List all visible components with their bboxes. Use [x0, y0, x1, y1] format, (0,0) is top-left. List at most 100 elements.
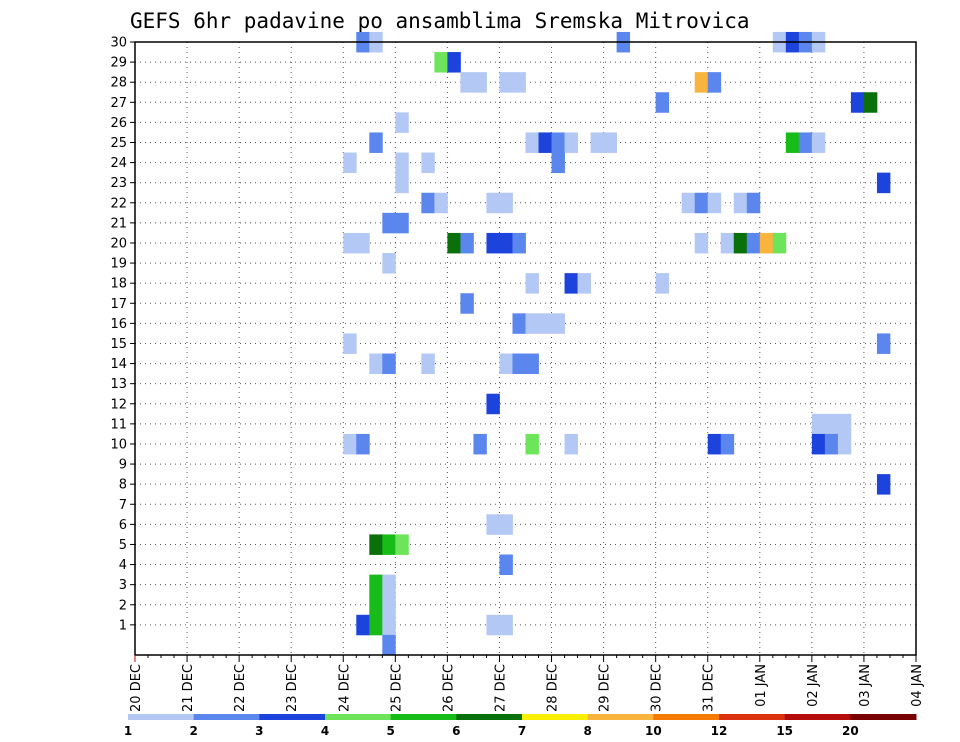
colorbar-segment [456, 714, 523, 720]
colorbar-segment [193, 714, 260, 720]
precip-cell [382, 594, 396, 616]
precip-cell [499, 72, 513, 93]
precip-cell [382, 574, 396, 596]
precip-cell [343, 433, 357, 455]
precip-cell [447, 52, 461, 73]
colorbar-segment [784, 714, 851, 720]
precip-cell [733, 192, 748, 214]
colorbar-segment [850, 714, 917, 720]
x-tick-label: 03 JAN [858, 664, 873, 707]
precip-cell [525, 433, 539, 455]
precip-cell [525, 132, 539, 153]
heatmap-cells [343, 31, 891, 656]
precip-cell [395, 212, 409, 234]
precip-cell [525, 273, 539, 294]
precip-cell [369, 594, 383, 616]
x-tick-label: 24 DEC [337, 664, 352, 712]
y-tick-label: 20 [110, 236, 127, 251]
precip-cell [473, 433, 487, 455]
precip-cell [486, 614, 500, 636]
precip-cell [525, 313, 539, 334]
precip-cell [655, 273, 670, 294]
precip-cell [681, 192, 696, 214]
precip-cell [512, 313, 526, 334]
colorbar-segment [522, 714, 589, 720]
precip-cell [564, 433, 578, 455]
colorbar-label: 1 [124, 724, 132, 738]
precip-cell [434, 52, 448, 73]
colorbar-label: 5 [386, 724, 394, 738]
colorbar-label: 15 [776, 724, 793, 738]
colorbar-label: 10 [645, 724, 662, 738]
precip-cell [798, 132, 813, 153]
precip-cell [876, 172, 891, 194]
x-axis: 20 DEC 21 DEC 22 DEC 23 DEC 24 DEC 25 DEC 26 D… [129, 655, 925, 712]
precip-cell [824, 413, 839, 435]
precip-cell [499, 514, 513, 535]
colorbar-label: 2 [189, 724, 197, 738]
colorbar-segment [128, 714, 195, 720]
precip-cell [720, 232, 735, 254]
precip-cell [577, 273, 591, 294]
precip-cell [837, 433, 852, 455]
precip-cell [720, 433, 735, 455]
y-tick-label: 9 [119, 458, 127, 473]
y-tick-label: 4 [119, 558, 127, 573]
precip-cell [525, 353, 539, 375]
y-tick-label: 28 [110, 76, 127, 91]
x-tick-label: 28 DEC [546, 664, 561, 712]
y-tick-label: 30 [110, 36, 127, 51]
precip-cell [811, 413, 826, 435]
precip-cell [382, 353, 396, 375]
precip-cell [863, 92, 878, 113]
precip-cell [421, 353, 435, 375]
colorbar-label: 8 [583, 724, 591, 738]
precip-cell [382, 534, 396, 555]
x-tick-label: 25 DEC [389, 664, 404, 712]
y-tick-label: 23 [110, 176, 127, 191]
precip-cell [382, 253, 396, 274]
precip-cell [538, 313, 552, 334]
precip-cell [824, 433, 839, 455]
colorbar-segment [719, 714, 786, 720]
colorbar-label: 3 [255, 724, 263, 738]
precip-cell [369, 132, 383, 153]
y-tick-label: 2 [119, 598, 127, 613]
precip-cell [343, 152, 357, 174]
precip-cell [421, 152, 435, 174]
precip-cell [486, 514, 500, 535]
x-tick-label: 31 DEC [702, 664, 717, 712]
y-tick-label: 14 [110, 357, 127, 372]
precip-cell [733, 232, 748, 254]
precip-cell [395, 534, 409, 555]
y-tick-label: 8 [119, 478, 127, 493]
x-tick-label: 22 DEC [233, 664, 248, 712]
colorbar-label: 7 [518, 724, 526, 738]
colorbar-label: 20 [842, 724, 859, 738]
precip-cell [356, 433, 370, 455]
x-tick-label: 20 DEC [129, 664, 144, 712]
y-tick-label: 18 [110, 277, 127, 292]
precip-cell [460, 232, 474, 254]
y-tick-label: 24 [110, 156, 127, 171]
precip-cell [876, 474, 891, 495]
x-tick-label: 23 DEC [285, 664, 300, 712]
precip-cell [551, 313, 565, 334]
precip-cell [694, 232, 709, 254]
y-tick-label: 11 [110, 417, 127, 432]
precip-cell [564, 132, 578, 153]
x-tick-label: 04 JAN [910, 664, 925, 707]
precip-cell [512, 72, 526, 93]
y-tick-label: 27 [110, 96, 127, 111]
precip-cell [356, 614, 370, 636]
precip-cell [785, 132, 800, 153]
precip-cell [707, 192, 722, 214]
x-tick-label: 21 DEC [181, 664, 196, 712]
y-tick-label: 26 [110, 116, 127, 131]
precip-cell [655, 92, 670, 113]
colorbar-segment [587, 714, 654, 720]
y-tick-label: 15 [110, 337, 127, 352]
colorbar-segment [325, 714, 392, 720]
y-tick-label: 6 [119, 518, 127, 533]
